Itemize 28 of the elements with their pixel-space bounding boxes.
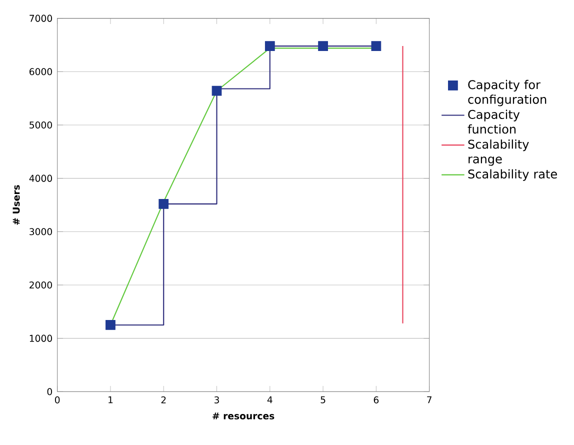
x-axis-title: # resources [212,412,274,420]
y-tick-label: 6000 [30,68,52,76]
x-tick-label: 3 [214,396,219,404]
y-tick-label: 4000 [29,174,52,182]
point [106,320,116,330]
x-tick-label: 7 [427,396,432,404]
y-tick-label: 0 [47,388,52,396]
point [371,41,382,51]
legend-label: Capacity function [468,110,520,134]
point [264,41,275,51]
legend-label: Scalability rate [468,169,557,181]
point [158,198,169,209]
y-axis-title: # Users [12,185,20,225]
x-tick-label: 4 [267,396,272,404]
y-tick-label: 3000 [30,228,52,236]
x-tick-label: 1 [108,396,113,404]
y-tick-label: 2000 [30,281,52,289]
legend-label: Scalability range [468,139,529,166]
legend-label: Capacity for configuration [468,80,546,106]
point [318,41,328,51]
x-tick-label: 5 [320,396,326,404]
y-tick-label: 1000 [30,334,52,342]
x-tick-label: 2 [161,396,166,404]
point [212,86,222,96]
x-tick-label: 0 [54,396,60,404]
y-tick-label: 5000 [30,121,52,129]
x-tick-label: 6 [374,396,379,404]
y-tick-label: 7000 [30,14,52,22]
